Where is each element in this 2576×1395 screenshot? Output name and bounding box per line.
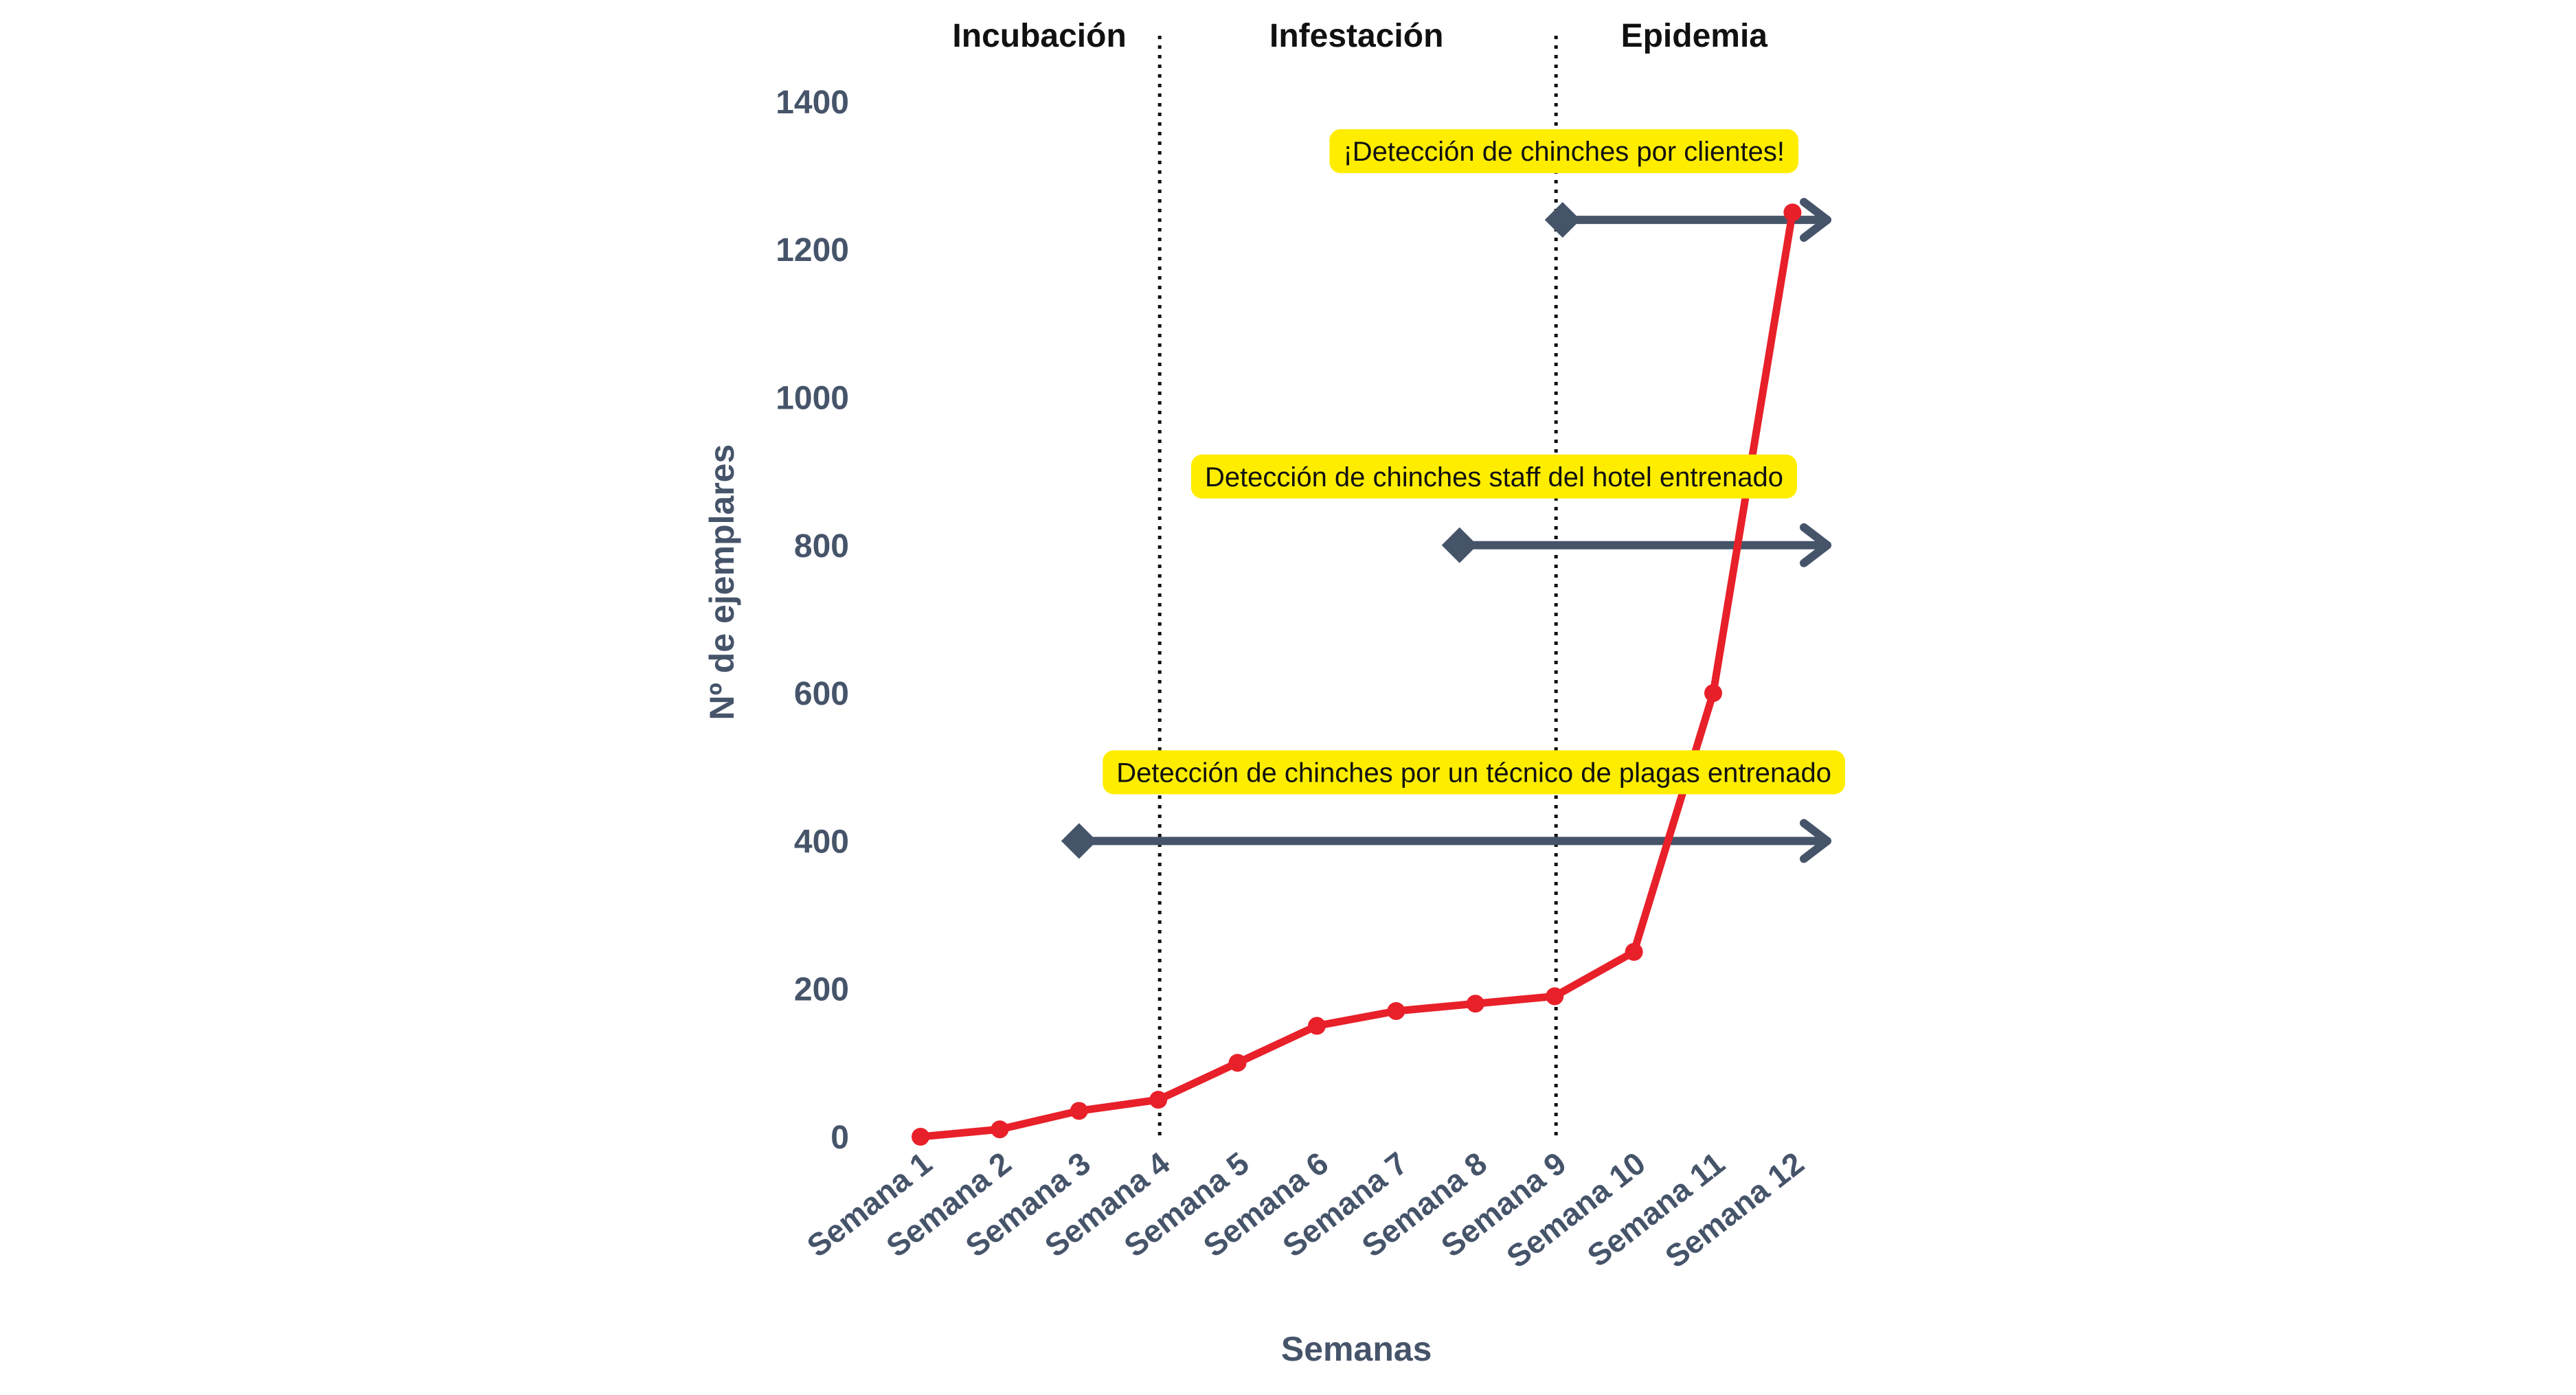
diamond-marker	[1061, 823, 1097, 859]
y-axis-label: Nº de ejemplares	[703, 444, 741, 721]
phase-layer: Incubación Infestación Epidemia	[952, 18, 1767, 54]
annotation-callout: Detección de chinches staff del hotel en…	[1190, 454, 1797, 499]
annotation-callout: ¡Detección de chinches por clientes!	[1329, 129, 1798, 174]
data-point	[1149, 1091, 1168, 1109]
diamond-marker	[1544, 202, 1581, 238]
callout-text: ¡Detección de chinches por clientes!	[1343, 137, 1785, 167]
y-tick-label: 800	[794, 528, 849, 565]
data-point	[991, 1120, 1009, 1139]
y-tick-label: 1000	[776, 381, 849, 417]
x-axis-label: Semanas	[1281, 1330, 1432, 1368]
annotation-callout: Detección de chinches por un técnico de …	[1103, 750, 1845, 795]
data-point	[1704, 684, 1722, 703]
data-point	[1546, 987, 1564, 1006]
callout-box	[1190, 454, 1797, 499]
phase-divider-layer	[1157, 36, 1558, 1140]
callout-box	[1103, 750, 1845, 795]
arrow-head	[1800, 198, 1831, 242]
arrow-head	[1800, 523, 1831, 567]
data-point	[1228, 1054, 1247, 1072]
data-point	[1387, 1001, 1405, 1020]
callout-text: Detección de chinches por un técnico de …	[1116, 758, 1831, 788]
y-tick-label: 1400	[776, 84, 849, 121]
series-layer	[912, 203, 1802, 1146]
callout-box	[1329, 129, 1798, 174]
phase-label: Infestación	[1269, 18, 1443, 54]
y-tick-label: 1200	[776, 232, 849, 269]
y-tick-label: 400	[794, 824, 849, 860]
data-point	[1625, 942, 1643, 961]
callout-text: Detección de chinches staff del hotel en…	[1205, 462, 1783, 492]
annotation-arrows	[1061, 198, 1831, 863]
phase-label: Epidemia	[1621, 18, 1768, 54]
data-point	[1783, 203, 1802, 222]
data-point	[1308, 1017, 1326, 1035]
series-line	[916, 208, 1796, 1141]
data-point	[912, 1128, 929, 1146]
data-point	[1466, 995, 1484, 1013]
y-tick-label: 0	[831, 1120, 849, 1156]
annotation-callouts: Detección de chinches por un técnico de …	[1103, 129, 1845, 795]
y-axis: 0 200 400 600 800 1000 1200 1400	[776, 84, 849, 1156]
arrow-head	[1800, 819, 1831, 863]
data-point	[1070, 1102, 1088, 1120]
y-tick-label: 200	[794, 972, 849, 1008]
diamond-marker	[1441, 527, 1478, 563]
y-tick-label: 600	[794, 676, 849, 712]
phase-label: Incubación	[952, 18, 1126, 54]
